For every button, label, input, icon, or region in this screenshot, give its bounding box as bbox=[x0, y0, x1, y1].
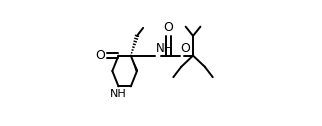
Text: NH: NH bbox=[156, 42, 174, 55]
Text: O: O bbox=[95, 49, 105, 62]
Text: NH: NH bbox=[110, 89, 127, 99]
Text: O: O bbox=[164, 21, 173, 34]
Text: O: O bbox=[181, 42, 191, 55]
Polygon shape bbox=[131, 56, 138, 72]
